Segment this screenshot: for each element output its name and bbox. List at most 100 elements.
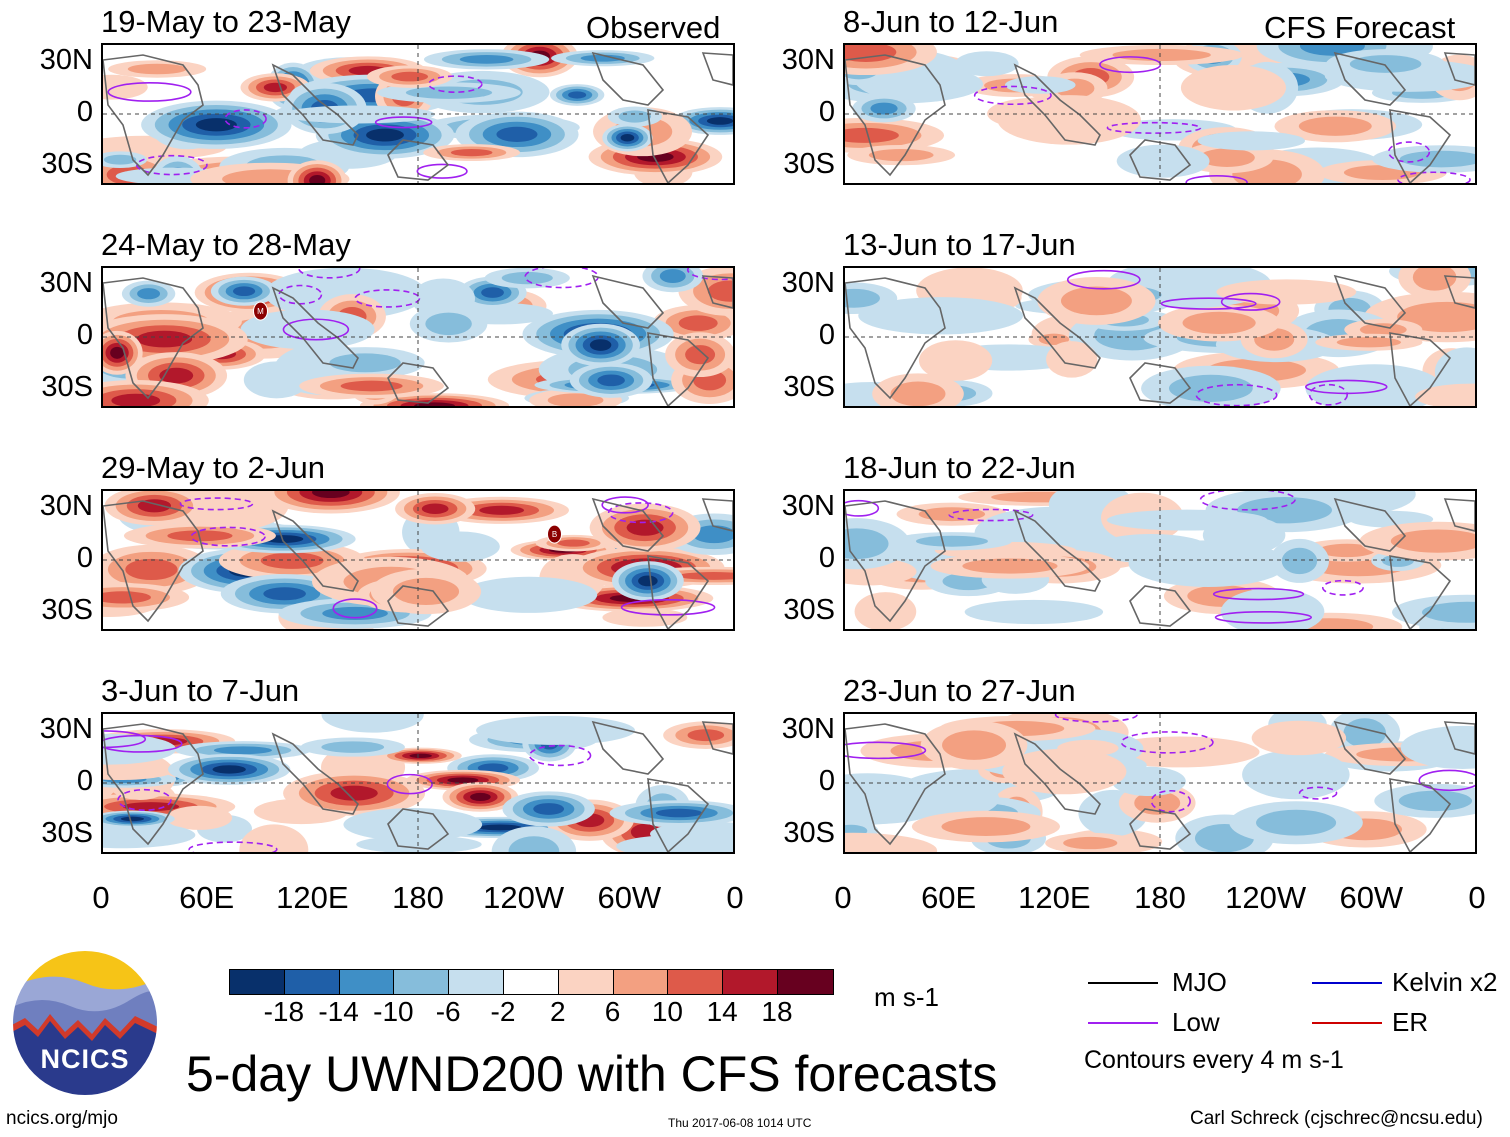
colorbar-units: m s-1 xyxy=(874,982,939,1012)
positive-anomaly xyxy=(890,381,946,406)
legend-line-low xyxy=(1088,1022,1158,1024)
continent-outline xyxy=(271,286,359,369)
y-tick-label: 0 xyxy=(818,96,835,128)
positive-anomaly xyxy=(557,539,590,547)
negative-anomaly xyxy=(282,105,435,124)
low-contour xyxy=(179,497,254,511)
negative-anomaly xyxy=(1197,131,1306,151)
low-contour xyxy=(1298,786,1338,800)
positive-anomaly xyxy=(962,558,1058,574)
positive-anomaly xyxy=(239,824,309,852)
negative-anomaly xyxy=(322,606,388,620)
negative-anomaly xyxy=(263,587,306,601)
y-tick-label: 30N xyxy=(781,267,835,300)
x-tick-label: 120E xyxy=(276,880,349,915)
negative-anomaly xyxy=(1092,533,1210,564)
positive-anomaly xyxy=(1415,383,1475,406)
negative-anomaly xyxy=(1343,718,1387,748)
positive-anomaly xyxy=(1336,337,1402,348)
negative-anomaly xyxy=(870,102,898,115)
positive-anomaly xyxy=(1251,720,1347,756)
colorbar-swatch xyxy=(394,970,450,994)
colorbar-swatch xyxy=(284,970,340,994)
negative-anomaly xyxy=(243,361,310,399)
y-tick-label: 30S xyxy=(41,816,93,849)
negative-anomaly xyxy=(964,599,1104,625)
positive-anomaly xyxy=(421,503,449,514)
url-link[interactable]: ncics.org/mjo xyxy=(6,1108,118,1129)
low-contour xyxy=(1220,292,1281,311)
negative-anomaly xyxy=(476,715,635,745)
positive-anomaly xyxy=(103,74,148,100)
positive-anomaly xyxy=(309,174,326,183)
continent-outline xyxy=(1013,509,1101,592)
positive-anomaly xyxy=(547,393,604,406)
negative-anomaly xyxy=(1305,364,1444,406)
low-contour xyxy=(1397,171,1471,183)
negative-anomaly xyxy=(240,309,375,350)
negative-anomaly xyxy=(1256,809,1337,836)
positive-anomaly xyxy=(997,95,1141,145)
low-contour xyxy=(224,109,267,129)
positive-anomaly xyxy=(1199,148,1255,167)
positive-anomaly xyxy=(1060,286,1132,316)
map-panel xyxy=(843,43,1477,185)
continent-outline xyxy=(271,732,359,815)
negative-anomaly xyxy=(321,741,385,753)
negative-anomaly xyxy=(477,763,509,773)
continent-outline xyxy=(647,332,710,406)
legend-label-er: ER xyxy=(1392,1007,1429,1037)
positive-anomaly xyxy=(1412,268,1457,291)
ncics-logo: NCICS xyxy=(10,948,160,1098)
panel-title: 13-Jun to 17-Jun xyxy=(843,227,1076,262)
map-panel xyxy=(843,266,1477,408)
map-panel: B xyxy=(101,489,735,631)
continent-outline xyxy=(845,500,946,623)
colorbar-swatch xyxy=(613,970,669,994)
y-tick-label: 30N xyxy=(781,713,835,746)
low-contour xyxy=(845,499,880,517)
low-contour xyxy=(620,599,716,616)
negative-anomaly xyxy=(496,126,538,142)
colorbar-swatch xyxy=(723,970,778,994)
positive-anomaly xyxy=(1063,836,1118,850)
storm-marker xyxy=(253,301,268,321)
negative-anomaly xyxy=(692,525,733,544)
colorbar-tick: 2 xyxy=(550,996,566,1027)
continent-outline xyxy=(1129,139,1192,181)
y-tick-label: 0 xyxy=(818,319,835,351)
negative-anomaly xyxy=(1116,144,1210,178)
positive-anomaly xyxy=(166,805,233,830)
positive-anomaly xyxy=(942,730,1007,760)
panel-title: 23-Jun to 27-Jun xyxy=(843,673,1076,708)
continent-outline xyxy=(591,720,665,775)
continent-outline xyxy=(1389,778,1452,852)
y-tick-label: 0 xyxy=(818,765,835,797)
continent-outline xyxy=(701,498,733,532)
negative-anomaly xyxy=(420,531,500,562)
x-tick-label: 180 xyxy=(392,880,444,915)
colorbar-swatch xyxy=(558,970,614,994)
storm-marker xyxy=(547,524,562,544)
panel-title: 19-May to 23-May xyxy=(101,4,351,39)
low-contour xyxy=(1214,610,1313,624)
low-contour xyxy=(1418,769,1475,792)
contour-note: Contours every 4 m s-1 xyxy=(1084,1046,1344,1074)
negative-anomaly xyxy=(620,133,635,142)
x-tick-label: 60E xyxy=(921,880,977,915)
low-contour xyxy=(1321,579,1364,596)
x-tick-label: 0 xyxy=(1468,880,1486,915)
x-tick-label: 120E xyxy=(1018,880,1091,915)
positive-anomaly xyxy=(330,785,378,801)
positive-anomaly xyxy=(685,345,716,365)
continent-outline xyxy=(387,585,450,627)
continent-outline xyxy=(1443,721,1475,755)
positive-anomaly xyxy=(868,149,934,162)
continent-outline xyxy=(1443,52,1475,86)
continent-outline xyxy=(647,778,710,852)
continent-outline xyxy=(1013,286,1101,369)
x-tick-label: 0 xyxy=(834,880,852,915)
negative-anomaly xyxy=(137,288,161,300)
y-tick-label: 30N xyxy=(39,267,93,300)
positive-anomaly xyxy=(918,340,993,381)
